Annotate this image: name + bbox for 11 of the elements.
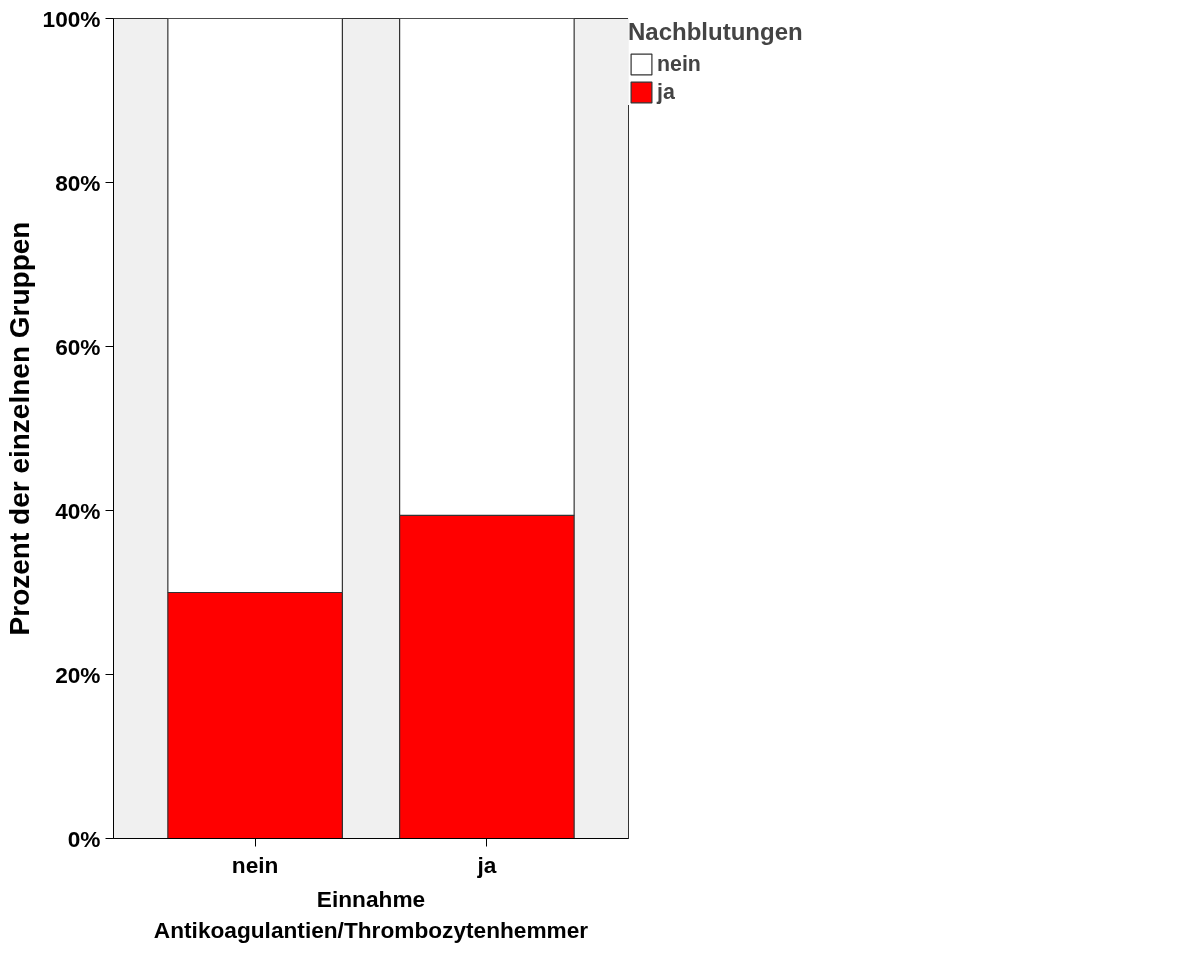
y-tick-label: 80%	[55, 169, 101, 196]
y-axis-title: Prozent der einzelnen Gruppen	[3, 221, 35, 636]
y-tick-label: 20%	[55, 661, 101, 688]
y-tick-label: 40%	[55, 497, 101, 524]
y-tick-label: 60%	[55, 333, 101, 360]
legend-title: Nachblutungen	[628, 18, 803, 46]
y-tick-label: 100%	[42, 5, 101, 32]
legend-label: ja	[657, 79, 676, 105]
legend-label: nein	[657, 51, 701, 77]
y-tick-label: 0%	[67, 825, 101, 852]
x-axis-title: Einnahme Antikoagulantien/Thrombozytenhemmer	[153, 885, 589, 943]
